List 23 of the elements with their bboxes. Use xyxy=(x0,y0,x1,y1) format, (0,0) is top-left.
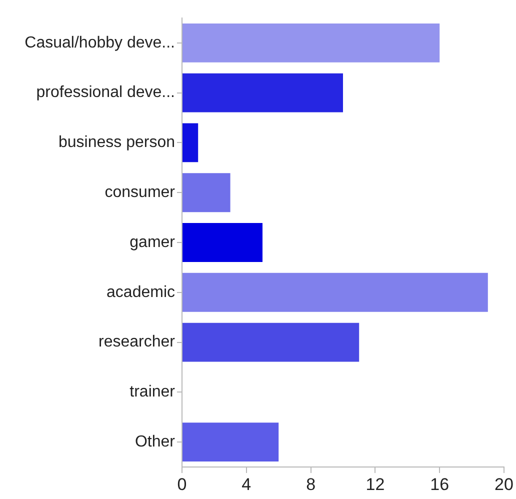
y-tick-label: Other xyxy=(134,433,176,450)
x-tick-label: 16 xyxy=(430,474,450,494)
x-tick-label: 20 xyxy=(494,474,514,494)
bar xyxy=(182,23,440,62)
y-tick-label: Casual/hobby deve... xyxy=(24,34,175,52)
bar xyxy=(182,322,360,362)
y-tick-label: consumer xyxy=(104,184,176,202)
bar xyxy=(182,123,198,162)
x-tick-label: 0 xyxy=(177,474,187,494)
bar xyxy=(182,422,279,462)
x-tick-label: 12 xyxy=(366,474,385,494)
y-tick-label: business person xyxy=(58,134,175,152)
bar xyxy=(182,173,230,212)
x-tick-label: 8 xyxy=(306,474,316,494)
x-tick-label: 4 xyxy=(242,474,252,494)
y-tick-label: researcher xyxy=(98,334,176,351)
y-tick-label: trainer xyxy=(130,384,176,401)
y-tick-label: professional deve... xyxy=(36,84,175,102)
bar xyxy=(182,272,488,312)
bar xyxy=(182,223,262,262)
bar xyxy=(182,73,343,112)
y-tick-label: gamer xyxy=(130,234,176,251)
y-tick-label: academic xyxy=(106,284,175,301)
